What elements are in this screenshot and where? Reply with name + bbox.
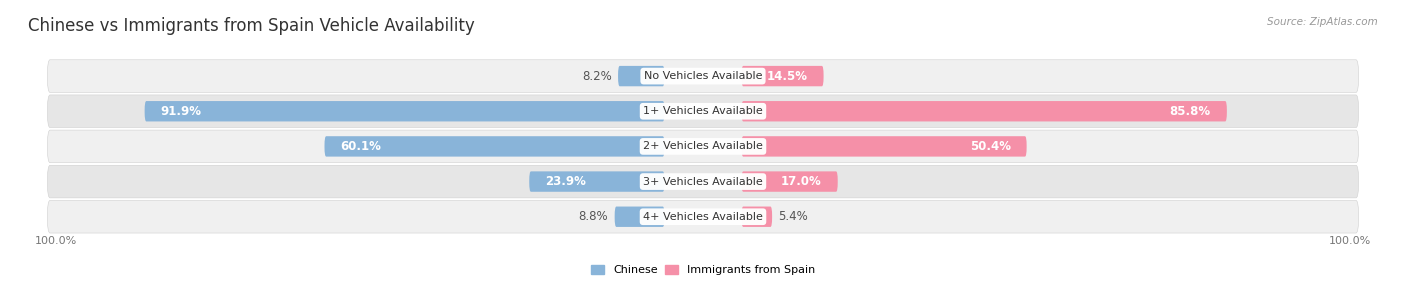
Text: 8.2%: 8.2% — [582, 69, 612, 83]
FancyBboxPatch shape — [614, 206, 665, 227]
Text: 91.9%: 91.9% — [160, 105, 201, 118]
FancyBboxPatch shape — [529, 171, 665, 192]
FancyBboxPatch shape — [48, 200, 1358, 233]
Text: 1+ Vehicles Available: 1+ Vehicles Available — [643, 106, 763, 116]
FancyBboxPatch shape — [145, 101, 665, 122]
FancyBboxPatch shape — [48, 95, 1358, 128]
Text: 5.4%: 5.4% — [779, 210, 808, 223]
Text: No Vehicles Available: No Vehicles Available — [644, 71, 762, 81]
Text: 17.0%: 17.0% — [780, 175, 821, 188]
FancyBboxPatch shape — [741, 206, 772, 227]
FancyBboxPatch shape — [325, 136, 665, 157]
Text: 100.0%: 100.0% — [1329, 236, 1371, 246]
Text: 100.0%: 100.0% — [35, 236, 77, 246]
Text: Chinese vs Immigrants from Spain Vehicle Availability: Chinese vs Immigrants from Spain Vehicle… — [28, 17, 475, 35]
FancyBboxPatch shape — [741, 171, 838, 192]
Text: 14.5%: 14.5% — [766, 69, 807, 83]
Text: 4+ Vehicles Available: 4+ Vehicles Available — [643, 212, 763, 222]
FancyBboxPatch shape — [741, 101, 1227, 122]
Text: 23.9%: 23.9% — [546, 175, 586, 188]
FancyBboxPatch shape — [741, 136, 1026, 157]
Text: 60.1%: 60.1% — [340, 140, 381, 153]
Text: 85.8%: 85.8% — [1170, 105, 1211, 118]
Text: 8.8%: 8.8% — [579, 210, 609, 223]
Text: 2+ Vehicles Available: 2+ Vehicles Available — [643, 141, 763, 151]
FancyBboxPatch shape — [48, 165, 1358, 198]
FancyBboxPatch shape — [48, 60, 1358, 92]
FancyBboxPatch shape — [619, 66, 665, 86]
Text: 3+ Vehicles Available: 3+ Vehicles Available — [643, 176, 763, 186]
FancyBboxPatch shape — [48, 130, 1358, 163]
Text: 50.4%: 50.4% — [970, 140, 1011, 153]
Legend: Chinese, Immigrants from Spain: Chinese, Immigrants from Spain — [586, 260, 820, 280]
Text: Source: ZipAtlas.com: Source: ZipAtlas.com — [1267, 17, 1378, 27]
FancyBboxPatch shape — [741, 66, 824, 86]
